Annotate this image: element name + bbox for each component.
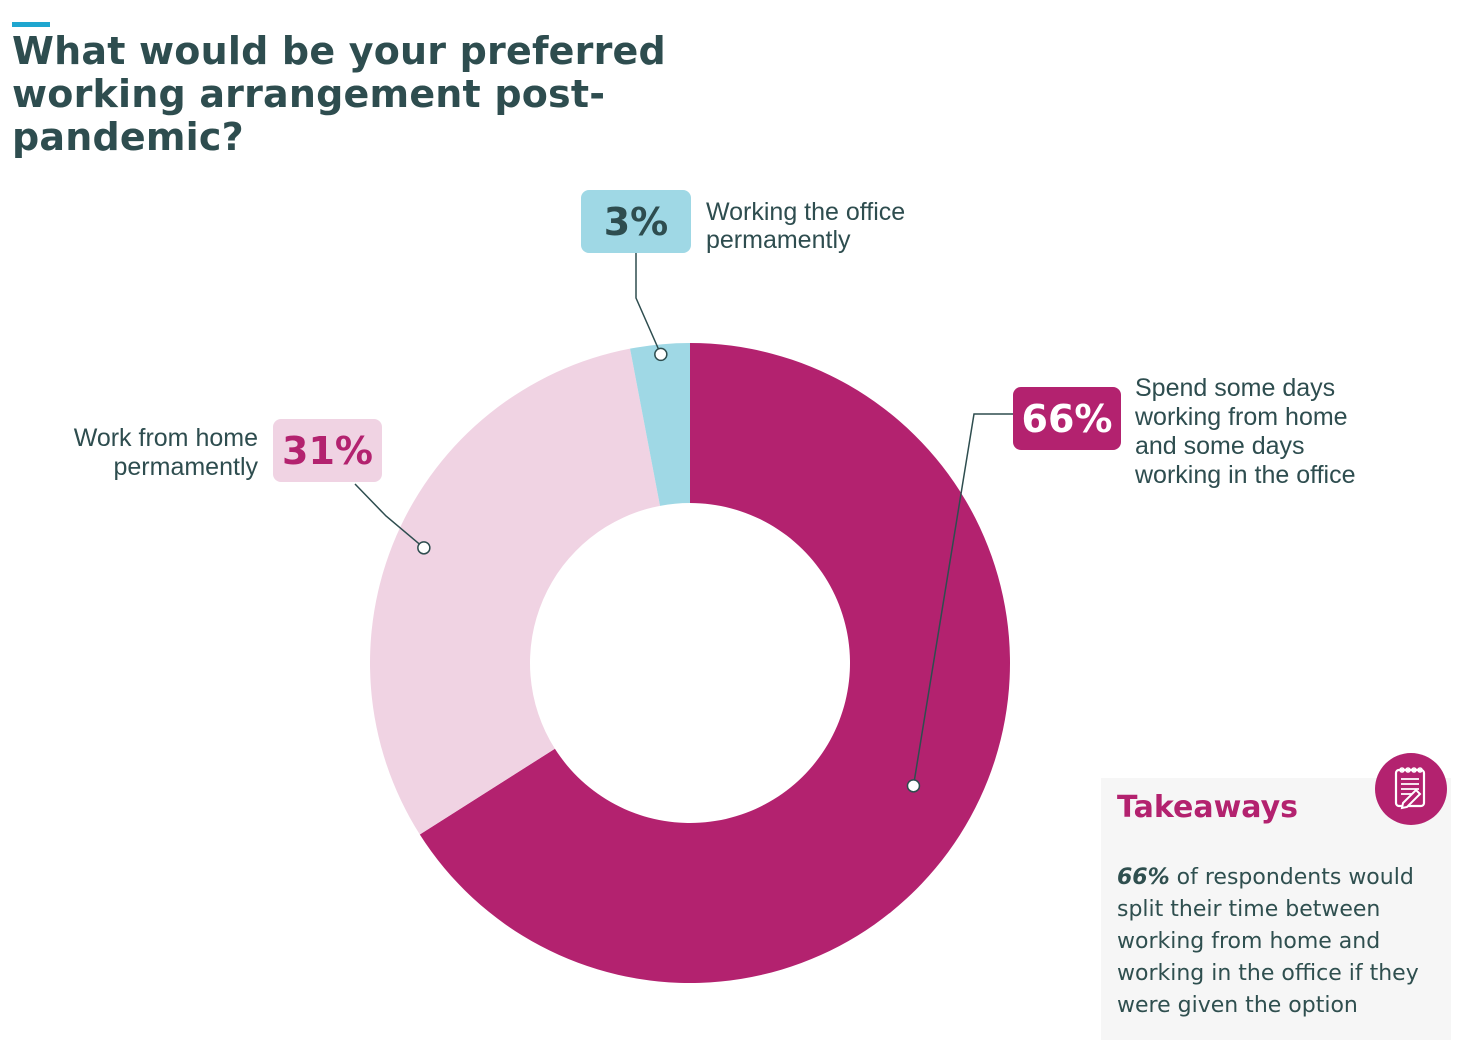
slices-layer [369,343,1010,983]
takeaways-text: 66% of respondents would split their tim… [1117,862,1442,1022]
donut-slice [369,348,661,835]
value-badge [273,419,382,482]
donut-slice [419,343,1010,983]
takeaways-card: Takeaways 66% of respondents would split… [1101,778,1451,1040]
category-label-line: and some days [1135,432,1305,460]
callout-leader-line [912,413,1014,786]
category-label-line: permamently [114,453,259,481]
category-label-line: Working the office [706,198,905,226]
page-title: What would be your preferred working arr… [12,29,666,159]
takeaways-title: Takeaways [1117,790,1299,825]
callout-dot [654,347,668,362]
category-label-line: working from home [1134,403,1348,431]
takeaways-highlight: 66% [1117,865,1170,890]
callout-leader-line [354,483,425,549]
value-badge [1013,387,1121,450]
category-label-line: Work from home [74,424,258,452]
value-label: 66% [1022,397,1113,441]
donut-slice [630,343,690,506]
callout-dot [906,779,921,793]
value-badge [581,190,691,253]
category-label-line: permamently [706,226,851,254]
takeaways-body: of respondents would split their time be… [1117,865,1419,1018]
notepad-icon [1375,753,1447,825]
category-label-line: working in the office [1134,461,1356,489]
title-accent-bar [12,22,50,27]
value-label: 31% [282,429,373,473]
category-label-line: Spend some days [1135,374,1335,402]
callout-leader-line [635,253,662,355]
value-label: 3% [604,200,669,244]
callout-dot [417,541,431,555]
